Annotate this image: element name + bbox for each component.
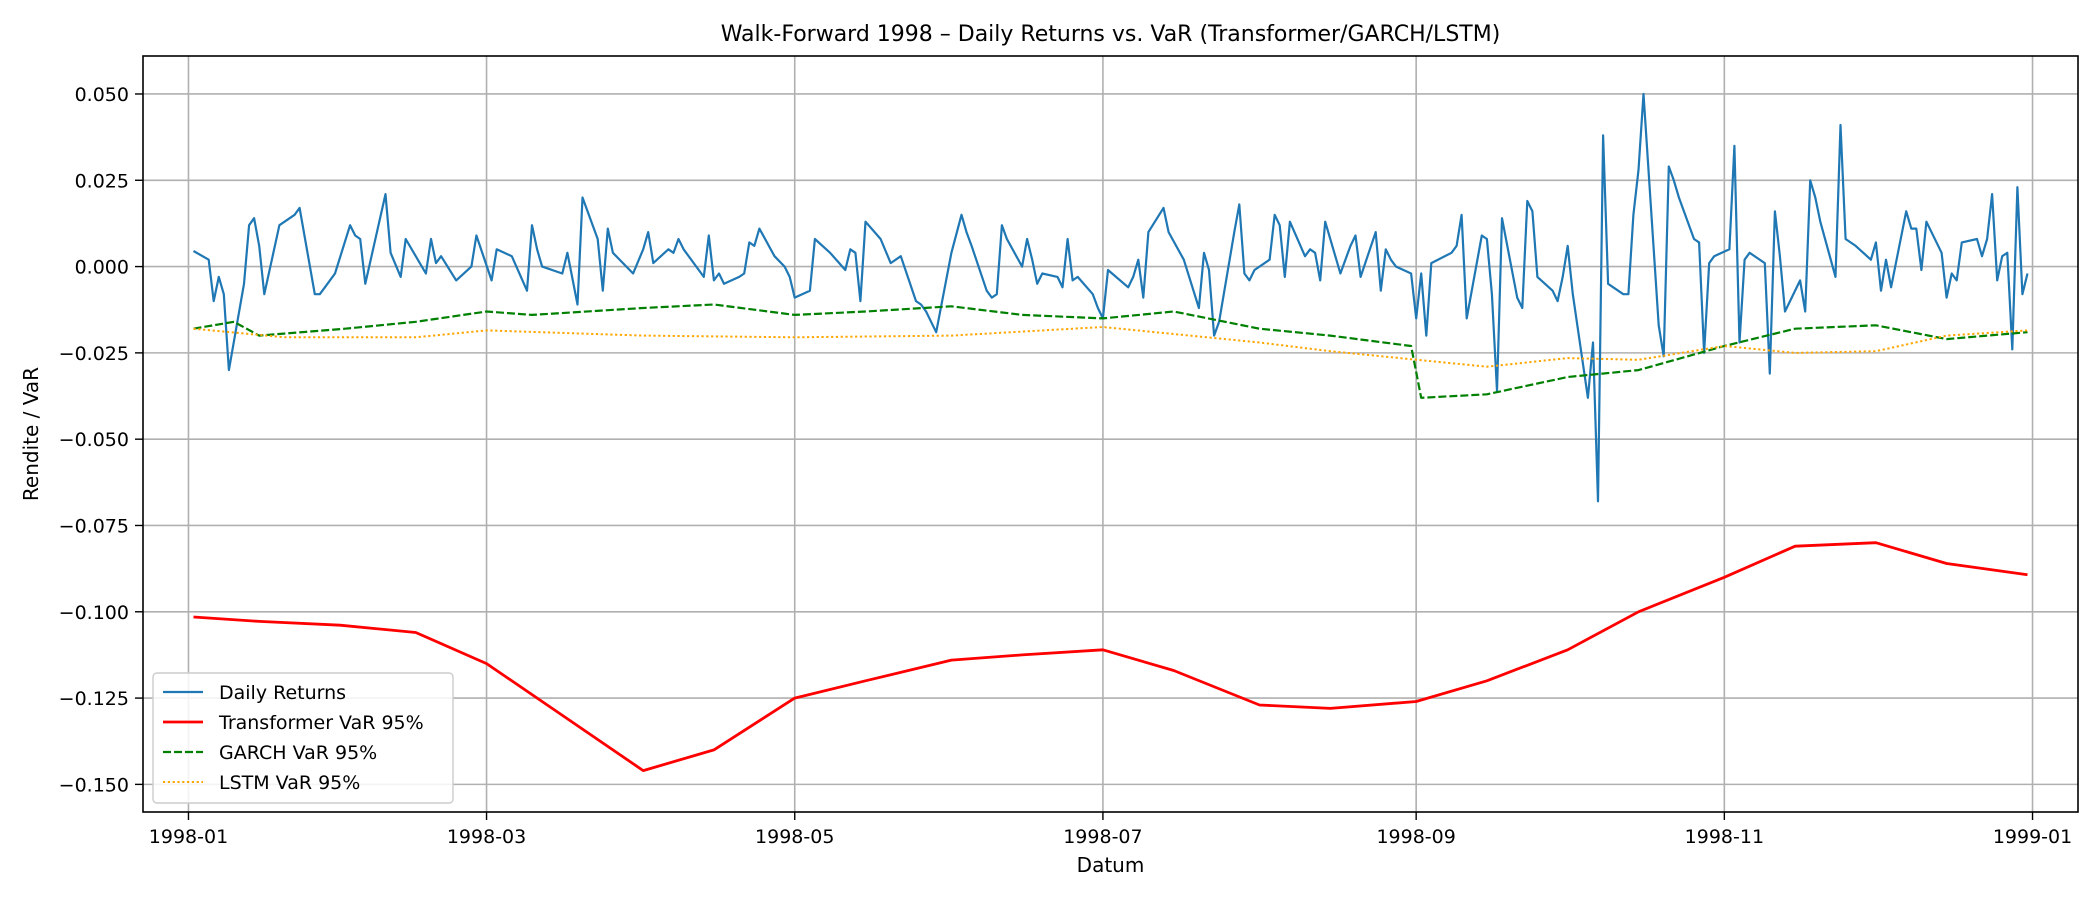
series-layer — [192, 92, 2029, 772]
x-tick-label: 1999-01 — [1993, 826, 2072, 848]
series-line-1 — [192, 92, 2029, 503]
y-tick-label: −0.025 — [59, 343, 129, 365]
legend-box — [152, 672, 454, 804]
y-tick-label: 0.000 — [75, 257, 129, 279]
axis-ticks: 1998-01 1998-03 1998-05 1998-07 1998-09 1998-… — [59, 84, 2073, 848]
x-tick-label: 1998-03 — [447, 826, 526, 848]
x-tick-label: 1998-01 — [149, 826, 228, 848]
legend: Daily Returns Transformer VaR 95% GARCH Va… — [152, 672, 454, 804]
x-tick-label: 1998-09 — [1376, 826, 1455, 848]
y-tick-label: −0.150 — [59, 774, 129, 796]
y-tick-label: −0.100 — [59, 602, 129, 624]
y-tick-label: −0.075 — [59, 515, 129, 537]
series-line-4 — [193, 326, 2028, 368]
plot-frame — [142, 55, 2079, 813]
legend-label: Daily Returns — [219, 682, 346, 704]
x-tick-label: 1998-05 — [755, 826, 834, 848]
y-tick-label: −0.050 — [59, 429, 129, 451]
y-tick-label: 0.050 — [75, 84, 129, 106]
series-line-2 — [193, 541, 2028, 772]
chart-title: Walk-Forward 1998 – Daily Returns vs. Va… — [721, 22, 1501, 47]
grid — [143, 56, 2078, 812]
y-axis-label: Rendite / VaR — [19, 367, 43, 501]
x-axis-label: Datum — [1077, 853, 1145, 877]
x-tick-label: 1998-11 — [1685, 826, 1764, 848]
y-tick-label: 0.025 — [75, 170, 129, 192]
legend-label: Transformer VaR 95% — [218, 712, 424, 734]
legend-label: GARCH VaR 95% — [219, 742, 377, 764]
legend-label: LSTM VaR 95% — [219, 772, 360, 794]
x-tick-label: 1998-07 — [1063, 826, 1142, 848]
y-tick-label: −0.125 — [59, 688, 129, 710]
series-line-3 — [193, 303, 2028, 399]
